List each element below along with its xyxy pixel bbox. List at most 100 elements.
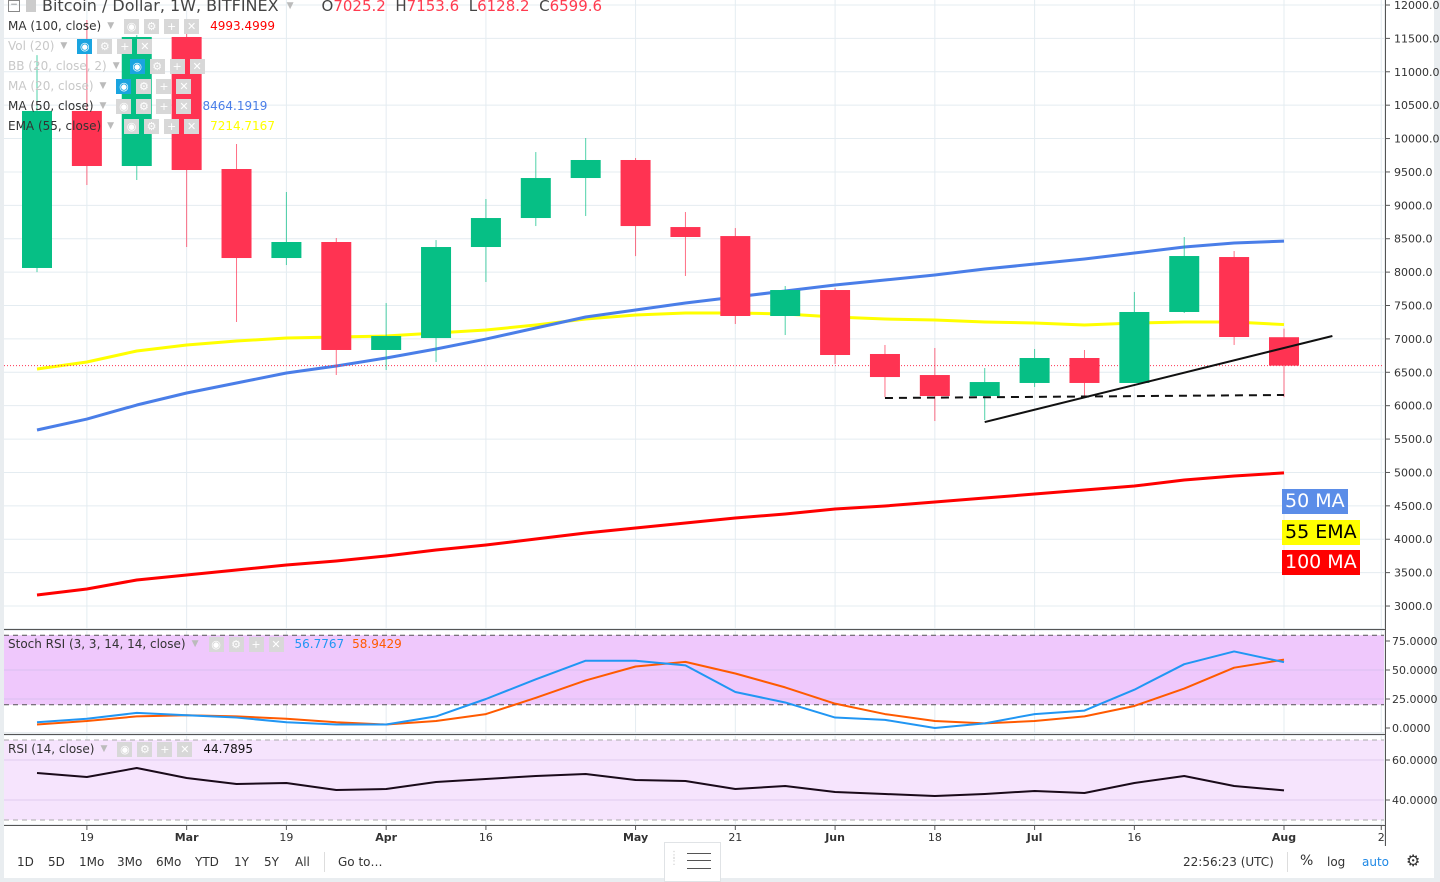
range-1y[interactable]: 1Y: [234, 855, 249, 869]
plus-icon[interactable]: +: [169, 58, 185, 74]
rsi-name[interactable]: RSI (14, close): [8, 742, 95, 756]
gear-icon[interactable]: ⚙: [1406, 851, 1421, 870]
stoch-rsi-name[interactable]: Stoch RSI (3, 3, 14, 14, close): [8, 637, 186, 651]
plus-icon[interactable]: +: [157, 741, 173, 757]
close-icon[interactable]: ✕: [268, 636, 284, 652]
stoch-tick-label: 0.0000: [1392, 722, 1431, 735]
collapse-icon[interactable]: −: [8, 0, 20, 12]
price-tick-label: 6500.0: [1394, 366, 1433, 379]
gear-icon[interactable]: ⚙: [144, 118, 160, 134]
range-ytd[interactable]: YTD: [195, 855, 219, 869]
eye-icon[interactable]: ◉: [124, 18, 140, 34]
candle-body: [470, 218, 501, 248]
range-5y[interactable]: 5Y: [264, 855, 279, 869]
indicator-name[interactable]: Vol (20): [8, 39, 55, 53]
range-5d[interactable]: 5D: [48, 855, 65, 869]
gear-icon[interactable]: ⚙: [228, 636, 244, 652]
percent-toggle[interactable]: %: [1300, 853, 1314, 869]
candle-body: [670, 227, 701, 237]
close-icon[interactable]: ✕: [176, 98, 192, 114]
close-icon[interactable]: ✕: [176, 78, 192, 94]
gear-icon[interactable]: ⚙: [136, 78, 152, 94]
indicator-name[interactable]: MA (100, close): [8, 19, 102, 33]
time-tick-label: 19: [279, 831, 293, 844]
eye-icon[interactable]: ◉: [129, 58, 145, 74]
plus-icon[interactable]: +: [164, 118, 180, 134]
plus-icon[interactable]: +: [248, 636, 264, 652]
goto-button[interactable]: Go to…: [338, 855, 383, 869]
time-tick-label: Aug: [1272, 831, 1296, 844]
ohlc-readout: O7025.2 H7153.6 L6128.2 C6599.6: [322, 0, 603, 15]
gear-icon[interactable]: ⚙: [137, 741, 153, 757]
chevron-down-icon[interactable]: ▼: [100, 744, 108, 754]
price-tick-label: 10000.0: [1394, 133, 1440, 146]
log-toggle[interactable]: log: [1327, 855, 1346, 869]
price-tick-label: 8000.0: [1394, 266, 1433, 279]
eye-icon[interactable]: ◉: [124, 118, 140, 134]
range-1d[interactable]: 1D: [17, 855, 34, 869]
plus-icon[interactable]: +: [156, 98, 172, 114]
close-icon[interactable]: ✕: [189, 58, 205, 74]
price-tick-label: 12000.0: [1394, 0, 1440, 12]
price-tick-label: 11000.0: [1394, 66, 1440, 79]
indicator-name[interactable]: EMA (55, close): [8, 119, 102, 133]
close-icon[interactable]: ✕: [137, 38, 153, 54]
stoch-d-line: [36, 658, 1285, 726]
symbol-title[interactable]: Bitcoin / Dollar, 1W, BITFINEX: [42, 0, 279, 15]
chevron-down-icon[interactable]: ▼: [60, 41, 68, 51]
time-tick-label: Jun: [824, 831, 845, 844]
indicator-name[interactable]: BB (20, close, 2): [8, 59, 107, 73]
time-tick-label: Apr: [375, 831, 397, 844]
chevron-down-icon[interactable]: ▼: [286, 0, 294, 11]
ma100-line: [36, 471, 1285, 597]
eye-icon[interactable]: ◉: [116, 78, 132, 94]
chevron-down-icon[interactable]: ▼: [99, 101, 107, 111]
chevron-down-icon[interactable]: ▼: [112, 61, 120, 71]
eye-icon[interactable]: ◉: [77, 38, 93, 54]
gear-icon[interactable]: ⚙: [144, 18, 160, 34]
range-6mo[interactable]: 6Mo: [156, 855, 182, 869]
price-tick-label: 4500.0: [1394, 500, 1433, 513]
chevron-down-icon[interactable]: ▼: [107, 121, 115, 131]
time-axis: [4, 826, 1384, 846]
drag-handle-icon[interactable]: ⋮ ⋮: [669, 850, 679, 867]
eye-icon[interactable]: ◉: [116, 98, 132, 114]
time-tick-label: 2: [1378, 831, 1385, 844]
toggle-panel-button[interactable]: ⋮ ⋮: [664, 842, 721, 882]
range-1mo[interactable]: 1Mo: [79, 855, 105, 869]
gear-icon[interactable]: ⚙: [136, 98, 152, 114]
chevron-down-icon[interactable]: ▼: [191, 639, 199, 649]
candle-body: [1119, 311, 1150, 383]
stoch-tick-label: 50.0000: [1392, 664, 1438, 677]
indicator-legend: MA (50, close) ▼ ◉ ⚙ + ✕ 8464.1919: [8, 97, 267, 115]
candle-body: [22, 110, 52, 268]
gear-icon[interactable]: ⚙: [149, 58, 165, 74]
gear-icon[interactable]: ⚙: [97, 38, 113, 54]
indicator-name[interactable]: MA (50, close): [8, 99, 94, 113]
chevron-down-icon[interactable]: ▼: [107, 21, 115, 31]
ema55-tag: 55 EMA: [1282, 520, 1360, 545]
rsi-tick-label: 60.0000: [1392, 754, 1438, 767]
range-3mo[interactable]: 3Mo: [117, 855, 143, 869]
eye-icon[interactable]: ◉: [117, 741, 133, 757]
auto-toggle[interactable]: auto: [1362, 855, 1390, 869]
close-icon[interactable]: ✕: [177, 741, 193, 757]
divider: [324, 852, 325, 872]
price-tick-label: 3000.0: [1394, 600, 1433, 613]
plus-icon[interactable]: +: [156, 78, 172, 94]
plus-icon[interactable]: +: [164, 18, 180, 34]
plus-icon[interactable]: +: [117, 38, 133, 54]
indicator-value: 8464.1919: [202, 99, 268, 113]
indicator-name[interactable]: MA (20, close): [8, 79, 94, 93]
close-icon[interactable]: ✕: [184, 18, 200, 34]
close-icon[interactable]: ✕: [184, 118, 200, 134]
price-tick-label: 9500.0: [1394, 166, 1433, 179]
low-label: L: [468, 0, 478, 15]
ema55-line: [36, 311, 1285, 371]
chevron-down-icon[interactable]: ▼: [99, 81, 107, 91]
high-label: H: [395, 0, 407, 15]
range-all[interactable]: All: [295, 855, 310, 869]
flag-icon[interactable]: [26, 0, 36, 12]
eye-icon[interactable]: ◉: [208, 636, 224, 652]
